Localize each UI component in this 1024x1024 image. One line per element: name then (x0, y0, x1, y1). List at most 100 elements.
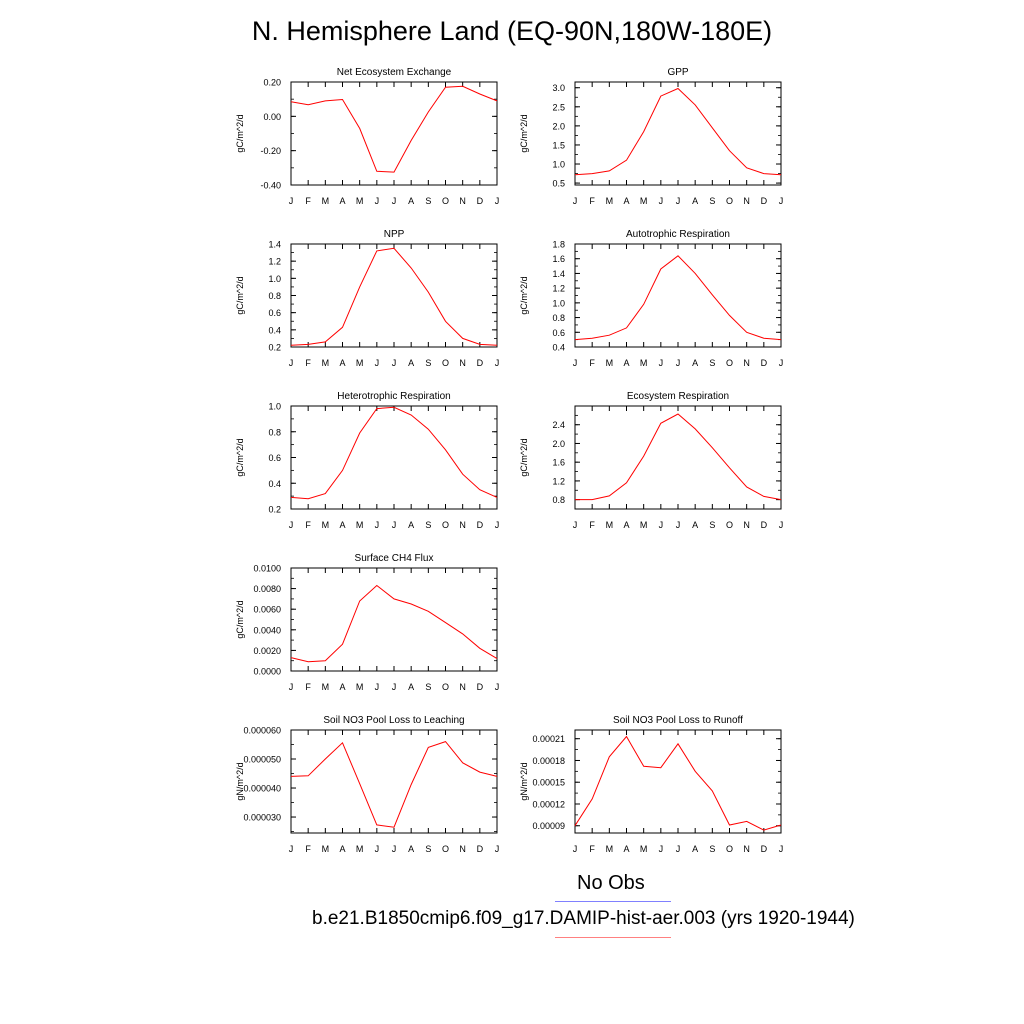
x-tick-label: J (495, 844, 500, 854)
panel-title: Soil NO3 Pool Loss to Runoff (613, 715, 743, 726)
x-tick-label: S (709, 358, 715, 368)
x-tick-label: S (425, 520, 431, 530)
x-tick-label: J (375, 520, 380, 530)
y-tick-label: 1.6 (552, 254, 565, 264)
x-tick-label: J (289, 196, 294, 206)
x-tick-label: J (289, 358, 294, 368)
x-tick-label: F (589, 844, 595, 854)
y-axis-label: gC/m^2/d (519, 114, 529, 152)
y-tick-label: 0.00018 (532, 756, 565, 766)
x-tick-label: S (425, 682, 431, 692)
x-tick-label: A (339, 844, 345, 854)
x-tick-label: F (305, 520, 311, 530)
x-tick-label: N (743, 358, 750, 368)
x-tick-label: J (289, 682, 294, 692)
y-tick-label: 0.00012 (532, 799, 565, 809)
legend-label-obs: No Obs (577, 872, 645, 894)
plot-frame (290, 405, 498, 510)
plot-frame (574, 243, 782, 348)
x-tick-label: M (322, 358, 330, 368)
legend-label-model: b.e21.B1850cmip6.f09_g17.DAMIP-hist-aer.… (312, 908, 855, 929)
y-tick-label: 0.000050 (243, 755, 281, 765)
y-tick-label: 0.2 (268, 505, 281, 515)
y-tick-label: 1.0 (552, 160, 565, 170)
x-tick-label: F (305, 682, 311, 692)
y-tick-label: 2.0 (552, 439, 565, 449)
page-title: N. Hemisphere Land (EQ-90N,180W-180E) (251, 16, 773, 46)
x-tick-label: M (640, 358, 648, 368)
y-tick-label: 0.00009 (532, 821, 565, 831)
x-tick-label: D (761, 358, 768, 368)
y-tick-label: 1.4 (552, 269, 565, 279)
x-tick-label: M (606, 520, 614, 530)
y-tick-label: 1.2 (552, 284, 565, 294)
y-axis-label: gC/m^2/d (235, 438, 245, 476)
x-tick-label: N (743, 844, 750, 854)
x-tick-label: O (726, 844, 733, 854)
x-tick-label: O (442, 520, 449, 530)
x-tick-label: D (477, 844, 484, 854)
y-tick-label: 0.8 (552, 495, 565, 505)
x-tick-label: J (659, 844, 664, 854)
y-tick-label: 0.6 (268, 308, 281, 318)
x-tick-label: J (495, 196, 500, 206)
series-line (290, 584, 498, 663)
x-tick-label: J (779, 358, 784, 368)
y-axis-label: gC/m^2/d (519, 276, 529, 314)
x-tick-label: A (623, 196, 629, 206)
x-tick-label: J (779, 520, 784, 530)
x-tick-label: D (477, 358, 484, 368)
x-tick-label: J (495, 682, 500, 692)
x-tick-label: N (459, 196, 466, 206)
x-tick-label: J (659, 520, 664, 530)
y-tick-label: 0.8 (268, 291, 281, 301)
x-tick-label: S (709, 844, 715, 854)
x-tick-label: J (289, 844, 294, 854)
y-tick-label: 1.5 (552, 140, 565, 150)
x-tick-label: J (289, 520, 294, 530)
y-tick-label: 0.5 (552, 179, 565, 189)
plot-frame (574, 729, 782, 834)
x-tick-label: J (779, 844, 784, 854)
panel-title: Surface CH4 Flux (355, 553, 434, 564)
panel-title: Ecosystem Respiration (627, 391, 729, 402)
x-tick-label: A (692, 196, 698, 206)
x-tick-label: O (726, 520, 733, 530)
x-tick-label: M (356, 196, 364, 206)
x-tick-label: N (459, 358, 466, 368)
x-tick-label: D (761, 196, 768, 206)
x-tick-label: J (392, 520, 397, 530)
x-tick-label: F (589, 358, 595, 368)
y-tick-label: 0.4 (268, 479, 281, 489)
x-tick-label: O (442, 358, 449, 368)
x-tick-label: O (726, 196, 733, 206)
y-tick-label: 2.4 (552, 420, 565, 430)
y-tick-label: 0.0080 (253, 584, 281, 594)
y-tick-label: 0.2 (268, 343, 281, 353)
x-tick-label: A (623, 520, 629, 530)
x-tick-label: A (339, 196, 345, 206)
x-tick-label: J (375, 196, 380, 206)
y-tick-label: 3.0 (552, 83, 565, 93)
plot-frame (290, 729, 498, 834)
y-tick-label: 0.0100 (253, 564, 281, 574)
x-tick-label: J (659, 358, 664, 368)
y-tick-label: 0.4 (552, 343, 565, 353)
x-tick-label: A (339, 358, 345, 368)
x-tick-label: A (408, 682, 414, 692)
x-tick-label: J (676, 358, 681, 368)
x-tick-label: J (392, 844, 397, 854)
x-tick-label: O (442, 682, 449, 692)
x-tick-label: O (442, 844, 449, 854)
y-tick-label: 1.0 (268, 402, 281, 412)
x-tick-label: M (356, 520, 364, 530)
x-tick-label: M (322, 844, 330, 854)
x-tick-label: A (339, 682, 345, 692)
y-tick-label: 1.2 (268, 257, 281, 267)
y-tick-label: 0.6 (268, 453, 281, 463)
